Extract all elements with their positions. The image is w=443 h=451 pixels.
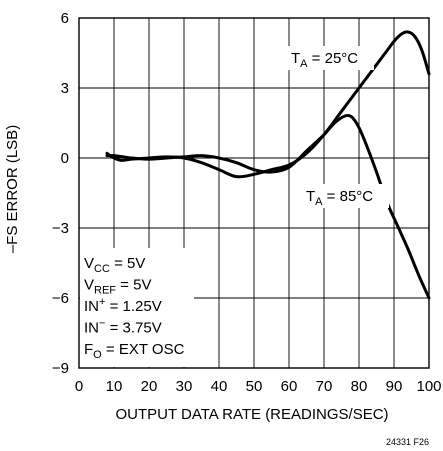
x-tick-label: 90: [386, 378, 403, 395]
y-tick-label: −3: [52, 220, 69, 237]
condition-line: IN+ = 1.25V: [84, 296, 162, 315]
label-bg-85c: [303, 184, 389, 208]
x-tick-label: 60: [281, 378, 298, 395]
y-tick-labels: 6 3 0 −3 −6 −9: [52, 10, 69, 377]
x-tick-label: 50: [246, 378, 263, 395]
x-tick-label: 70: [316, 378, 333, 395]
plot-border: [78, 17, 430, 369]
y-tick-label: 0: [61, 150, 69, 167]
x-tick-label: 10: [106, 378, 123, 395]
condition-line: IN− = 3.75V: [84, 318, 162, 337]
x-axis-label: OUTPUT DATA RATE (READINGS/SEC): [115, 406, 388, 423]
y-tick-label: 3: [61, 80, 69, 97]
x-tick-label: 30: [176, 378, 193, 395]
figure-id: 24331 F26: [386, 437, 429, 447]
y-tick-label: 6: [61, 10, 69, 27]
plot-frame: [78, 17, 430, 369]
x-tick-label: 20: [141, 378, 158, 395]
series-label-85c: TA = 85°C: [306, 188, 373, 208]
condition-line: VREF = 5V: [84, 277, 151, 297]
series-label-25c: TA = 25°C: [291, 50, 358, 70]
y-tick-label: −6: [52, 290, 69, 307]
y-tick-label: −9: [52, 360, 69, 377]
x-tick-label: 0: [75, 378, 83, 395]
x-tick-label: 40: [211, 378, 228, 395]
x-tick-labels: 0 10 20 30 40 50 60 70 80 90 100: [75, 378, 442, 395]
label-bg-25c: [288, 46, 374, 70]
condition-line: FO = EXT OSC: [84, 341, 185, 361]
x-tick-label: 100: [416, 378, 441, 395]
x-tick-label: 80: [351, 378, 368, 395]
condition-line: VCC = 5V: [84, 255, 145, 275]
y-axis-label: –FS ERROR (LSB): [4, 125, 21, 253]
conditions-box: [80, 248, 194, 367]
series-line-25c: [105, 30, 431, 179]
